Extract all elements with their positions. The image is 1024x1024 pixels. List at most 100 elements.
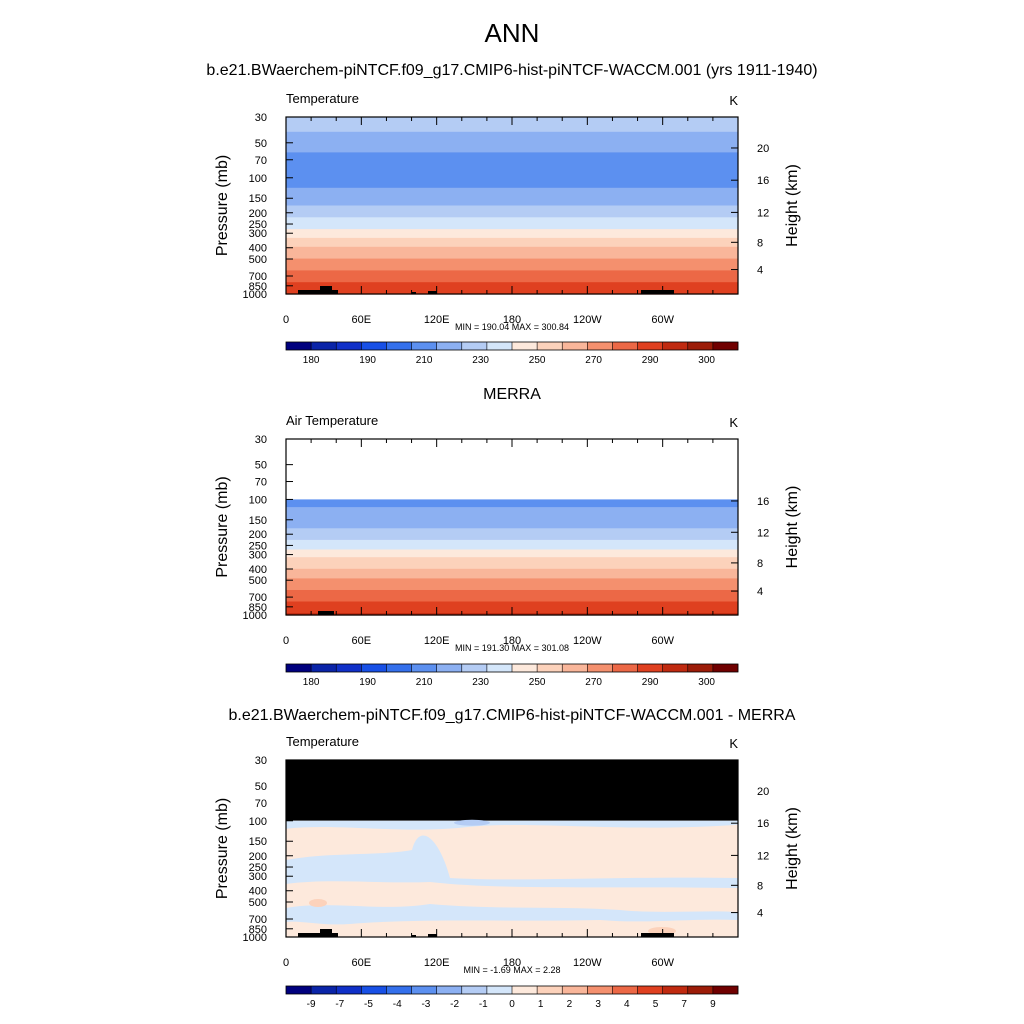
colorbar-swatch — [461, 342, 488, 350]
field-band — [286, 543, 738, 547]
topography-block — [412, 292, 416, 294]
height-tick-label: 8 — [757, 880, 763, 892]
colorbar-label: 300 — [698, 677, 715, 688]
field-band — [286, 255, 738, 260]
field-band — [286, 270, 738, 274]
field-band — [286, 152, 738, 156]
y-tick-label: 300 — [249, 871, 267, 883]
field-band — [286, 524, 738, 527]
colorbar-swatch — [562, 342, 588, 350]
colorbar-label: -4 — [393, 999, 402, 1010]
field-band — [286, 131, 738, 136]
field-band — [286, 578, 738, 581]
field-band — [286, 237, 738, 242]
colorbar-swatch — [637, 664, 663, 672]
colorbar-label: 210 — [416, 355, 433, 366]
field-band — [286, 232, 738, 236]
colorbar-label: 230 — [472, 677, 489, 688]
panel-1-title: b.e21.BWaerchem-piNTCF.f09_g17.CMIP6-his… — [206, 62, 818, 79]
colorbar-swatch — [662, 342, 689, 350]
panel-3-title: b.e21.BWaerchem-piNTCF.f09_g17.CMIP6-his… — [228, 707, 796, 724]
field-band — [286, 164, 738, 168]
height-tick-label: 12 — [757, 850, 769, 862]
field-band — [286, 267, 738, 271]
y-tick-label: 150 — [249, 515, 267, 527]
stats-label: MIN = -1.69 MAX = 2.28 — [463, 965, 560, 975]
x-tick-label: 120W — [573, 314, 602, 326]
units-label: K — [729, 736, 738, 751]
units-label: K — [729, 415, 738, 430]
y-tick-label: 500 — [249, 575, 267, 587]
y-tick-label: 250 — [249, 219, 267, 231]
colorbar-swatch — [461, 986, 488, 994]
colorbar-swatch — [361, 664, 387, 672]
colorbar-swatch — [286, 664, 312, 672]
field-band — [286, 282, 738, 286]
colorbar-label: -7 — [335, 999, 344, 1010]
colorbar-swatch — [562, 986, 588, 994]
stats-label: MIN = 190.04 MAX = 300.84 — [455, 322, 569, 332]
field-band — [286, 279, 738, 283]
field-band — [286, 226, 738, 230]
height-tick-label: 8 — [757, 558, 763, 570]
colorbar-swatch — [637, 986, 663, 994]
x-axis: 0 60E 120E 180 120W 60W — [283, 117, 739, 326]
y-tick-label: 100 — [249, 173, 267, 185]
colorbar-swatch — [461, 664, 488, 672]
field-band — [286, 246, 738, 251]
field-band — [286, 173, 738, 177]
y-tick-label: 150 — [249, 193, 267, 205]
field-band — [286, 199, 738, 204]
field-band — [286, 520, 738, 524]
y-tick-label: 400 — [249, 564, 267, 576]
field-band — [286, 514, 738, 518]
field-band — [286, 545, 738, 549]
colorbar-swatch — [612, 986, 638, 994]
stats-label: MIN = 191.30 MAX = 301.08 — [455, 643, 569, 653]
y-tick-label: 70 — [255, 798, 267, 810]
field-band — [286, 553, 738, 556]
field-layer — [286, 760, 738, 937]
y-tick-label: 1000 — [243, 289, 267, 301]
field-band — [286, 576, 738, 579]
field-band — [286, 593, 738, 597]
units-label: K — [729, 93, 738, 108]
field-band — [286, 601, 738, 604]
colorbar-label: 1 — [538, 999, 544, 1010]
field-band — [286, 538, 738, 541]
figure-title: ANN — [484, 18, 540, 48]
colorbar-label: 190 — [359, 355, 376, 366]
field-band — [286, 205, 738, 209]
y-tick-label: 700 — [249, 914, 267, 926]
field-band — [286, 582, 738, 585]
field-band — [286, 193, 738, 198]
colorbar-swatch — [512, 664, 538, 672]
topography-mask — [318, 611, 334, 615]
field-layer — [286, 499, 738, 616]
y-tick-label: 200 — [249, 208, 267, 220]
field-band — [286, 539, 738, 543]
topography-mask — [298, 286, 674, 294]
colorbar-swatch — [386, 986, 412, 994]
field-band — [286, 190, 738, 195]
y-tick-label: 400 — [249, 886, 267, 898]
y2-axis-title: Height (km) — [784, 164, 801, 247]
y-tick-label: 100 — [249, 816, 267, 828]
y-tick-label: 300 — [249, 550, 267, 562]
y-tick-label: 700 — [249, 271, 267, 283]
colorbar-swatch — [712, 664, 739, 672]
x-tick-label: 180 — [503, 957, 521, 969]
field-band — [286, 149, 738, 153]
x-tick-label: 60W — [651, 314, 674, 326]
x-tick-label: 180 — [503, 635, 521, 647]
colorbar-swatch — [386, 664, 412, 672]
colorbar-swatch — [286, 342, 312, 350]
field-band — [286, 211, 738, 215]
y-tick-label: 70 — [255, 477, 267, 489]
colorbar-swatch — [311, 986, 337, 994]
field-band — [286, 522, 738, 525]
field-band — [286, 511, 738, 514]
field-band — [286, 240, 738, 245]
height-tick-label: 4 — [757, 908, 763, 920]
x-tick-label: 0 — [283, 957, 289, 969]
